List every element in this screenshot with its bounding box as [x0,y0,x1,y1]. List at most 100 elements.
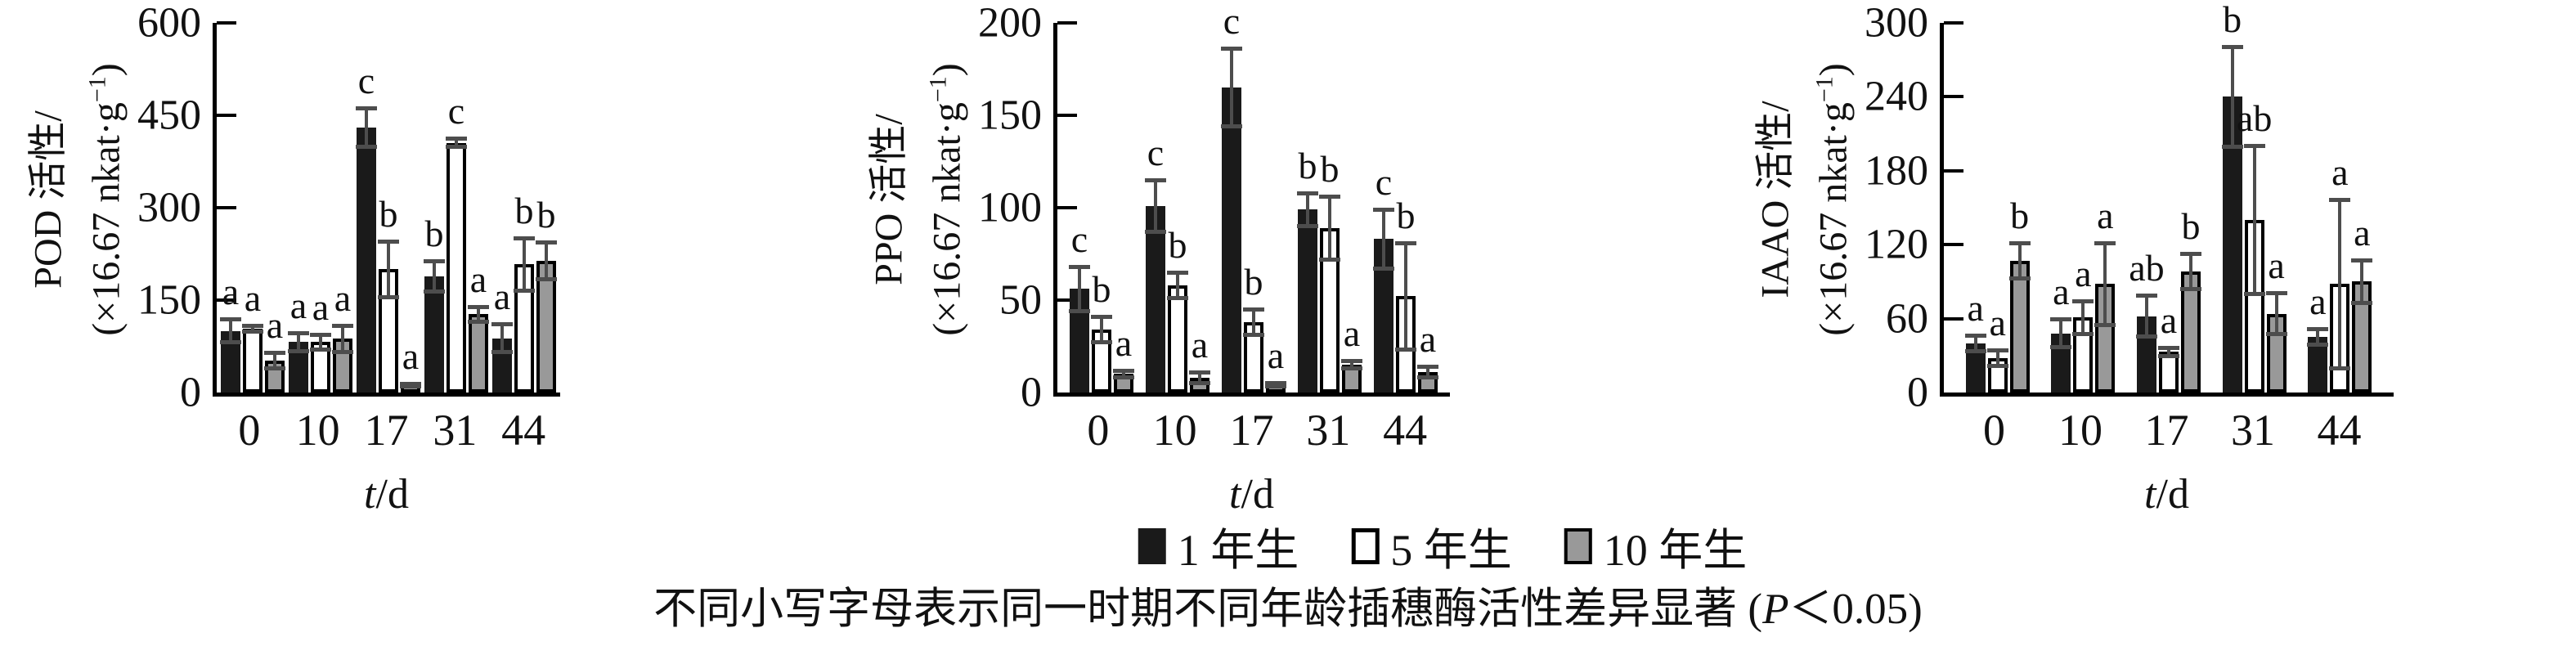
error-line [477,305,480,324]
sig-letter: b [514,189,534,231]
y-tick-label: 0 [1021,369,1042,416]
x-axis-title-t: t [364,471,376,518]
sig-letter: b [424,213,444,255]
error-cap-bottom [1373,266,1394,271]
error-line [1426,365,1429,380]
y-tick-label: 300 [137,184,201,231]
sig-letter: a [2331,150,2349,193]
error-line [2316,327,2320,348]
x-tick-label: 44 [501,406,546,455]
y-axis: 0 150 300 450 600 [131,0,213,416]
y-axis-label-text: IAAO 活性/(×16.67 nkat·g−1) [1753,63,1856,336]
chart-iaao: IAAO 活性/(×16.67 nkat·g−1) 0 60 120 180 240 300… [1752,0,2394,518]
error-bar [332,323,353,355]
bar-group-day-31: b c a [424,92,489,393]
error-cap-bottom [2265,331,2287,336]
sig-letter: c [1375,161,1393,203]
x-axis-title-t: t [1229,471,1241,518]
bar-5年生: a [242,279,263,393]
error-cap-bottom [2307,343,2329,348]
error-cap-bottom [356,145,377,150]
sig-letter: a [1989,301,2006,343]
error-bar [242,323,263,334]
error-line [545,240,548,281]
y-tick-mark [1057,21,1077,25]
bar-10年生: a [264,306,285,393]
error-bar [1113,368,1134,380]
error-bar [1221,47,1242,128]
error-bar [2243,143,2265,297]
sig-letter: a [2354,211,2371,253]
sig-letter: c [357,59,375,101]
error-bar [1189,370,1210,385]
legend-swatch-gray [1564,527,1592,564]
bar-10年生: a [2094,196,2116,393]
error-cap-bottom [1167,296,1188,300]
bar-10年生: a [1265,337,1286,393]
bar-10年生: a [400,338,421,393]
y-tick-label: 120 [1865,221,1928,268]
y-axis-label: PPO 活性/(×16.67 nkat·g−1) [865,7,972,393]
bar-5年生: b [1319,150,1340,393]
bar-5年生: a [2072,254,2094,393]
bar-1年生: a [491,278,513,393]
y-axis-label-text: POD 活性/(×16.67 nkat·g−1) [26,63,128,336]
error-bar [378,240,399,299]
error-cap-bottom [2050,345,2072,350]
bar-group-day-17: c b a [356,61,421,393]
bar-5年生: b [1395,196,1416,393]
error-line [365,105,368,150]
error-bar [491,322,513,355]
error-line [1306,191,1309,228]
error-cap-bottom [1069,308,1090,313]
y-tick-mark [1944,243,1963,247]
x-axis-title: t/d [1229,471,1274,518]
x-axis-title: t/d [2144,471,2189,518]
error-line [2188,252,2192,292]
y-axis: 0 50 100 150 200 [972,0,1053,416]
sig-letter: c [1223,0,1241,43]
error-line [1198,370,1201,385]
sig-letter: b [1320,148,1340,191]
error-bar [1243,307,1264,338]
error-bar [2050,317,2072,350]
y-tick-mark [217,206,236,209]
error-cap-bottom [2329,366,2351,370]
error-bar [424,259,445,294]
error-line [2252,143,2256,297]
error-line [229,317,232,345]
error-bar [2351,258,2373,306]
legend-swatch-white [1351,527,1380,564]
sig-letter: b [2010,194,2030,236]
chart-pod: POD 活性/(×16.67 nkat·g−1) 0 150 300 450 600 a a a… [25,0,560,518]
bar-5年生: b [1091,271,1112,393]
bar-1年生: c [356,61,377,393]
error-line [2103,240,2107,328]
y-tick-label: 600 [137,0,201,47]
sig-letter: a [1343,312,1361,355]
sig-letter: a [2309,280,2327,323]
sig-letter: a [1115,321,1133,364]
error-line [297,330,300,353]
error-bar [1395,240,1416,352]
error-line [1995,348,1999,368]
error-bar [2094,240,2116,328]
y-tick-label: 50 [999,276,1042,324]
sig-letter: ab [2129,247,2165,289]
bar-1年生: a [2307,283,2329,393]
error-line [2081,298,2085,336]
bar-5年生: b [514,191,535,393]
x-tick-label: 0 [1087,406,1110,455]
plot-wrap: a a b a a a ab a b b ab a a a a 0 10 17 31 44 t/d [1940,1,2394,518]
error-bar [2329,197,2351,370]
error-bar [2307,327,2329,348]
error-bar [288,330,309,353]
error-line [251,323,254,334]
sig-letter: b [1396,194,1416,236]
sig-letter: a [2053,271,2070,313]
